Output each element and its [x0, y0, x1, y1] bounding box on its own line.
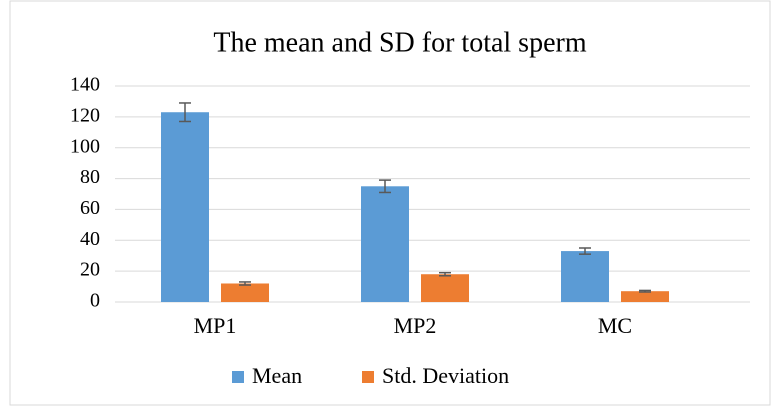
y-tick-label: 0: [90, 290, 100, 312]
y-tick-label: 40: [80, 228, 100, 250]
x-tick-label: MP1: [194, 313, 237, 338]
error-bar: [379, 179, 391, 194]
y-tick-label: 120: [70, 104, 100, 126]
error-bar: [239, 281, 251, 286]
y-tick-label: 100: [70, 135, 100, 157]
error-bar: [179, 102, 191, 123]
error-bar: [639, 289, 651, 293]
error-bar: [439, 271, 451, 277]
x-tick-label: MP2: [394, 313, 437, 338]
error-bar: [579, 247, 591, 255]
x-tick-label: MC: [598, 313, 632, 338]
y-tick-label: 140: [70, 74, 100, 96]
bar: [561, 251, 609, 302]
y-tick-label: 80: [80, 166, 100, 188]
y-tick-label: 20: [80, 259, 100, 281]
bar: [421, 274, 469, 302]
chart-title: The mean and SD for total sperm: [213, 27, 586, 58]
bar: [221, 283, 269, 302]
legend-label: Std. Deviation: [382, 363, 509, 388]
legend-swatch: [362, 371, 374, 383]
y-tick-label: 60: [80, 197, 100, 219]
bar: [161, 112, 209, 302]
legend-swatch: [232, 371, 244, 383]
bar: [361, 186, 409, 302]
legend-label: Mean: [252, 363, 302, 388]
bar: [621, 291, 669, 302]
